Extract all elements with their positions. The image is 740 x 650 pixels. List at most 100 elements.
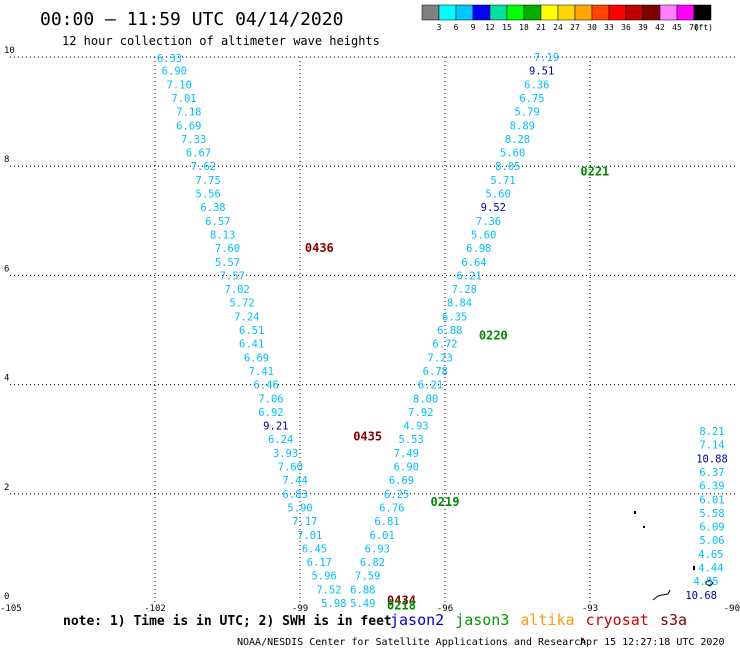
wave-height-value: 9.51: [529, 66, 554, 78]
wave-height-value: 5.79: [515, 107, 540, 119]
color-scale-tick: 45: [672, 23, 682, 32]
x-tick-label: -102: [144, 604, 166, 614]
y-axis-ticks: 0 2 4 6 8 10: [4, 46, 15, 602]
color-scale-tick: 24: [553, 23, 563, 32]
pass-time-label: 0436: [305, 241, 334, 255]
wave-height-value: 6.57: [205, 216, 230, 228]
coastline-fragment: [634, 511, 714, 601]
x-tick-label: -99: [292, 604, 308, 614]
wave-height-value: 7.60: [215, 243, 240, 255]
wave-height-value: 6.98: [466, 243, 491, 255]
pass-time-label: 0435: [353, 429, 382, 443]
satellite-label: jason3: [455, 611, 509, 629]
y-tick-label: 2: [4, 483, 9, 493]
pass-time-label: 0220: [479, 328, 508, 342]
color-swatch: [506, 4, 525, 21]
satellite-label: altika: [520, 611, 574, 629]
wave-height-value: 6.35: [442, 311, 467, 323]
color-scale-tick: 27: [570, 23, 580, 32]
wave-height-value: 5.58: [699, 508, 724, 520]
wave-height-value: 8.89: [510, 120, 535, 132]
wave-height-value: 6.45: [302, 543, 327, 555]
credit-line: NOAA/NESDIS Center for Satellite Applica…: [237, 637, 586, 648]
wave-height-value: 6.38: [200, 202, 225, 214]
color-swatch: [608, 4, 627, 21]
wave-height-value: 7.92: [408, 407, 433, 419]
wave-height-value: 6.64: [461, 257, 486, 269]
map-grid: [10, 56, 735, 603]
pass-time-label: 0219: [431, 495, 460, 509]
color-scale-tick: 21: [536, 23, 546, 32]
wave-height-value: 6.92: [258, 407, 283, 419]
wave-height-value: 7.52: [316, 584, 341, 596]
wave-height-value: 6.69: [176, 120, 201, 132]
color-swatch: [523, 4, 542, 21]
wave-height-value: 6.17: [307, 557, 332, 569]
satellite-label: s3a: [660, 611, 687, 629]
wave-height-value: 7.44: [283, 475, 308, 487]
wave-height-value: 7.57: [220, 270, 245, 282]
wave-height-value: 7.49: [394, 448, 419, 460]
color-scale-unit: (ft): [694, 23, 713, 32]
color-swatch: [676, 4, 695, 21]
wave-height-value: 4.44: [698, 563, 723, 575]
wave-height-value: 6.69: [244, 352, 269, 364]
y-tick-label: 0: [4, 592, 9, 602]
pass-time-label: 0434: [387, 593, 416, 607]
x-tick-label: -96: [437, 604, 453, 614]
wave-height-value: 8.05: [495, 161, 520, 173]
wave-height-value: 8.21: [699, 426, 724, 438]
wave-height-value: 6.88: [437, 325, 462, 337]
wave-height-value: 10.88: [696, 453, 728, 465]
wave-height-value: 7.02: [225, 284, 250, 296]
pass-time-label: 0221: [580, 165, 609, 179]
wave-height-value: 5.98: [321, 598, 346, 610]
satellite-legend: jason2 jason3 altika cryosat s3a: [390, 611, 687, 629]
color-scale-legend: 3 6 9 12 15 18 21 24 27 30 33 36 39 42 45 70(ft): [421, 4, 713, 32]
color-swatch: [693, 4, 712, 21]
color-swatch: [540, 4, 559, 21]
color-swatch: [421, 4, 440, 21]
wave-height-value: 5.49: [350, 598, 375, 610]
wave-height-value: 7.06: [258, 393, 283, 405]
wave-height-value: 6.83: [283, 489, 308, 501]
wave-height-value: 6.78: [423, 366, 448, 378]
color-scale-tick: 9: [471, 23, 476, 32]
x-axis-ticks: -105 -102 -99 -96 -93 -90: [0, 604, 740, 614]
wave-height-value: 9.21: [263, 421, 288, 433]
color-swatch: [659, 4, 678, 21]
satellite-label: jason2: [390, 611, 444, 629]
y-tick-label: 10: [4, 46, 15, 56]
wave-height-value: 7.60: [278, 462, 303, 474]
page-title: 00:00 – 11:59 UTC 04/14/2020: [40, 9, 343, 30]
wave-height-value: 7.62: [191, 161, 216, 173]
wave-height-value: 4.65: [698, 549, 723, 561]
wave-height-value: 6.82: [360, 557, 385, 569]
y-tick-label: 8: [4, 155, 9, 165]
wave-height-value: 8.84: [447, 298, 472, 310]
color-scale-tick: 15: [502, 23, 512, 32]
wave-height-value: 7.14: [699, 440, 724, 452]
x-tick-label: -90: [724, 604, 740, 614]
wave-height-value: 5.60: [471, 229, 496, 241]
wave-height-value: 5.06: [699, 535, 724, 547]
wave-height-value: 6.24: [268, 434, 293, 446]
pass-time-label: 0218: [387, 599, 416, 613]
wave-height-value: 6.25: [384, 489, 409, 501]
color-swatch: [625, 4, 644, 21]
wave-height-value: 4.95: [693, 576, 718, 588]
wave-height-value: 6.69: [389, 475, 414, 487]
y-tick-label: 6: [4, 264, 9, 274]
wave-height-value: 6.01: [699, 494, 724, 506]
wave-height-value: 5.56: [196, 189, 221, 201]
wave-height-value: 6.90: [162, 66, 187, 78]
wave-height-value: 6.88: [350, 584, 375, 596]
wave-height-value: 5.72: [229, 298, 254, 310]
wave-height-value: 6.37: [699, 467, 724, 479]
color-scale-tick: 39: [638, 23, 648, 32]
wave-height-value: 6.67: [186, 148, 211, 160]
color-scale-tick: 18: [519, 23, 529, 32]
wave-height-value: 7.18: [176, 107, 201, 119]
page-subtitle: 12 hour collection of altimeter wave hei…: [62, 34, 380, 48]
